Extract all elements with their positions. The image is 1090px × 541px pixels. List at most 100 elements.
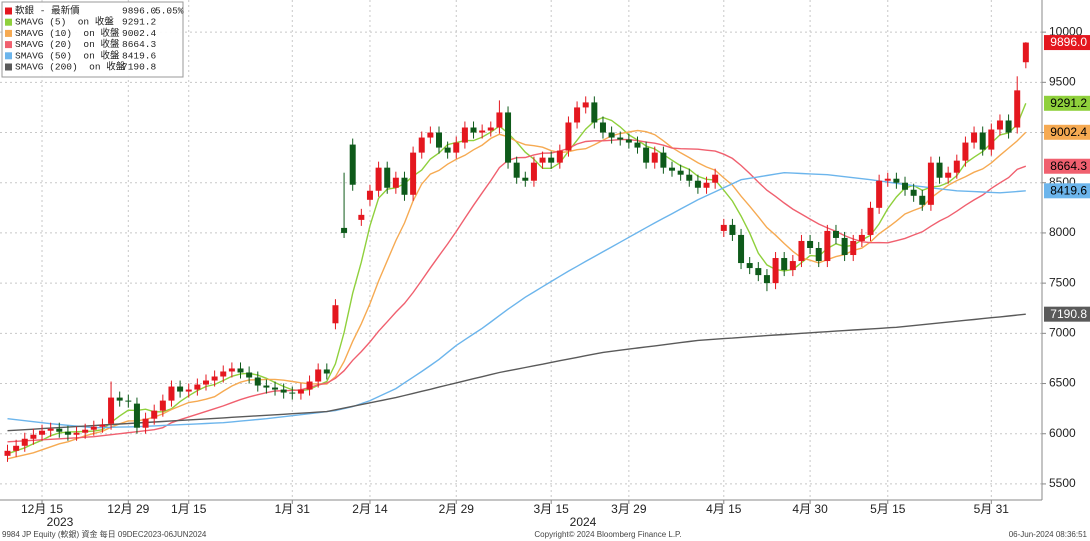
candle-body [461,127,468,143]
y-tick-label: 8000 [1049,225,1076,239]
candles [4,42,1029,462]
candle-body [945,172,952,178]
candle-body [237,368,244,373]
candle-body [893,178,900,183]
candle-body [919,195,926,205]
candle-body [254,377,261,386]
x-tick-label: 4月 15 [706,502,742,516]
candle-body [211,376,218,381]
legend-swatch [5,52,12,60]
candle-body [574,107,581,123]
candle-body [789,261,796,271]
legend-swatch [5,29,12,37]
legend-label: SMAVG (10) on 收盤 [15,27,120,39]
x-tick-label: 5月 15 [870,502,906,516]
candle-body [116,397,123,401]
candle-body [522,177,529,181]
candle-body [496,112,503,128]
candle-body [375,167,382,191]
candle-body [686,174,693,181]
x-tick-label: 1月 31 [275,502,311,516]
candle-body [505,112,512,163]
x-tick-label: 1月 15 [171,502,207,516]
value-tag [1044,124,1090,140]
candle-body [418,137,425,153]
candle-body [159,400,166,411]
candle-body [487,127,494,131]
candle-body [781,258,788,271]
ma-line [7,313,1026,432]
candle-body [384,167,391,188]
x-tick-label: 3月 29 [611,502,647,516]
candle-body [608,132,615,138]
candle-body [263,385,270,388]
candle-body [410,152,417,195]
candle-body [315,369,322,382]
candle-body [660,152,667,168]
candle-body [228,368,235,372]
y-tick-label: 5500 [1049,476,1076,490]
x-tick-label: 12月 15 [21,502,63,516]
y-tick-label: 7500 [1049,275,1076,289]
y-tick-label: 6000 [1049,426,1076,440]
candle-body [841,237,848,256]
value-tag-label: 9002.4 [1050,125,1087,139]
year-label: 2024 [570,515,597,529]
candle-body [643,147,650,163]
candle-body [738,234,745,264]
ma-line [7,171,1026,429]
value-tag-label: 9896.0 [1050,35,1087,49]
candle-body [246,372,253,378]
candle-body [703,182,710,188]
candle-body [582,102,589,108]
legend-label: 軟銀 - 最新價 [15,5,80,17]
candle-body [168,386,175,401]
candle-body [850,240,857,256]
legend-value: 7190.8 [122,62,157,73]
candle-body [1005,120,1012,133]
candle-body [867,207,874,235]
y-tick-label: 7000 [1049,326,1076,340]
candle-body [746,263,753,269]
candle-body [56,428,63,432]
legend-label: SMAVG (20) on 收盤 [15,38,120,50]
candle-body [30,434,37,439]
candle-body [479,130,486,133]
candle-body [720,224,727,231]
candle-body [651,152,658,163]
candle-body [125,400,132,402]
candle-body [64,431,71,435]
candle-body [979,132,986,150]
y-tick-label: 6500 [1049,376,1076,390]
legend-value: 8419.6 [122,50,157,61]
candle-body [306,381,313,390]
candle-body [151,410,158,419]
legend-label: SMAVG (200) on 收盤 [15,61,126,73]
y-tick-label: 9500 [1049,75,1076,89]
footer-left: 9984 JP Equity (軟銀) 資金 每日 09DEC2023-06JU… [2,529,207,539]
candle-body [108,397,115,424]
value-tag [1044,306,1090,322]
footer-center: Copyright© 2024 Bloomberg Finance L.P. [534,530,681,539]
candle-body [427,132,434,138]
x-tick-label: 2月 29 [439,502,475,516]
value-tag [1044,183,1090,199]
candle-body [996,120,1003,130]
candle-body [539,157,546,163]
candle-body [133,403,140,428]
candle-body [332,305,339,324]
candle-body [876,180,883,208]
candle-body [832,230,839,238]
candle-body [565,122,572,151]
candle-body [358,214,365,220]
candle-body [634,142,641,148]
candle-body [73,432,80,435]
legend: 軟銀 - 最新價 9896.05.05% SMAVG (5) on 收盤 9291.2… [1,1,184,78]
candle-body [392,177,399,188]
candle-body [185,389,192,392]
candle-body [202,380,209,385]
candle-body [755,268,762,276]
candle-body [1014,90,1021,128]
